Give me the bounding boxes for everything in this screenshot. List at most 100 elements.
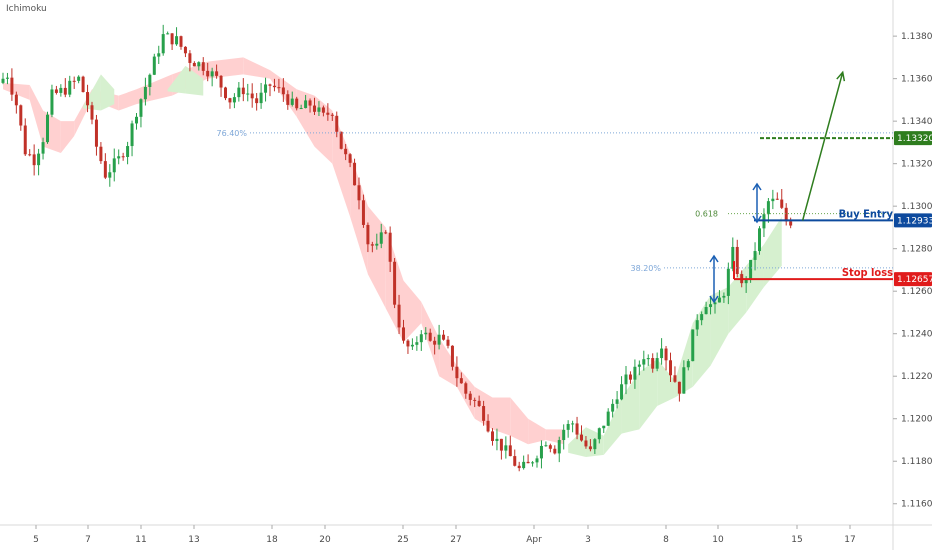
candle [32, 144, 36, 176]
kumo-green-segment [100, 74, 115, 111]
candle-body [522, 461, 526, 469]
candle [677, 381, 681, 402]
candle-body [535, 458, 539, 463]
candle-body [290, 98, 294, 105]
candle-body [268, 84, 272, 86]
candle-body [201, 62, 205, 71]
candle [277, 78, 281, 93]
candle-body [46, 114, 49, 143]
swing-arrow-right-head-up [752, 182, 762, 191]
candle-body [428, 332, 432, 341]
candle-body [553, 448, 557, 454]
kumo-red-segment [29, 85, 44, 147]
candle-body [366, 224, 370, 245]
candle [224, 86, 227, 101]
x-tick-label: 27 [450, 535, 461, 545]
candle-body [148, 74, 152, 87]
candle [628, 371, 632, 384]
candle [37, 148, 41, 176]
candle [504, 436, 508, 459]
candle-body [304, 100, 308, 109]
candle [268, 83, 272, 97]
y-tick-label: 1.13400 [901, 117, 932, 127]
candle-body [348, 154, 352, 163]
candle [762, 208, 766, 238]
candle-body [562, 429, 566, 441]
candle-body [713, 302, 717, 305]
candle [686, 359, 690, 371]
candle-body [686, 361, 690, 368]
kumo-red-segment [350, 153, 368, 275]
candle [402, 319, 405, 344]
candle [50, 84, 54, 118]
candle [175, 27, 179, 46]
kumo-green-segment [674, 323, 693, 398]
candle-body [735, 246, 739, 275]
candle [81, 75, 85, 93]
candle-body [602, 425, 606, 429]
candle-body [566, 423, 570, 430]
candle-body [219, 75, 223, 88]
y-tick-label: 1.11600 [901, 500, 932, 510]
candle-body [419, 334, 423, 343]
kumo-red-segment [545, 429, 564, 445]
candle-body [317, 107, 321, 112]
candle-body [259, 92, 263, 104]
candle [637, 360, 641, 376]
candle-body [1, 78, 5, 83]
x-tick-label: 15 [791, 535, 802, 545]
candle [152, 53, 156, 76]
candle-body [495, 438, 499, 441]
candle [68, 75, 72, 98]
candle-body [72, 80, 76, 82]
candle [183, 46, 187, 58]
candle [660, 338, 664, 365]
candle-body [161, 34, 165, 54]
candle-body [446, 339, 450, 346]
candle-body [464, 383, 468, 394]
candle [446, 336, 450, 349]
y-tick-label: 1.12000 [901, 415, 932, 425]
candle-body [224, 87, 227, 99]
candle [143, 77, 147, 106]
candle [495, 428, 499, 451]
candle-body [544, 445, 548, 447]
y-tick-label: 1.13200 [901, 160, 932, 170]
fib-level-label: 38.20% [630, 264, 661, 273]
candle [450, 345, 454, 371]
candle-body [415, 342, 419, 345]
candle-body [246, 93, 250, 95]
candle-body [628, 374, 632, 380]
candle-body [188, 53, 192, 63]
projection-arrowhead [836, 70, 846, 82]
candle [241, 78, 245, 102]
candle-body [14, 94, 18, 106]
candle [192, 61, 196, 67]
candle [491, 428, 494, 446]
candle [415, 336, 419, 351]
candle [486, 414, 490, 433]
candle [264, 77, 268, 102]
candle-body [370, 244, 374, 246]
candle [455, 356, 459, 387]
candle [304, 94, 308, 109]
indicator-label[interactable]: Ichimoku [6, 4, 47, 14]
candle [397, 294, 401, 335]
candle [335, 111, 339, 138]
candle [197, 61, 201, 71]
candle [321, 105, 325, 117]
candle [59, 84, 63, 97]
candle-body [388, 232, 392, 262]
candle-body [402, 327, 405, 341]
candle [19, 104, 23, 131]
kumo-green-segment [167, 65, 186, 94]
candle-body [393, 261, 397, 305]
kumo-green-segment [692, 295, 711, 387]
candle [139, 98, 143, 128]
stop-loss-price-tag-bg [894, 272, 932, 287]
candle [673, 366, 677, 383]
candle [571, 420, 575, 433]
candle-body [548, 445, 552, 449]
candle-body [784, 207, 788, 222]
